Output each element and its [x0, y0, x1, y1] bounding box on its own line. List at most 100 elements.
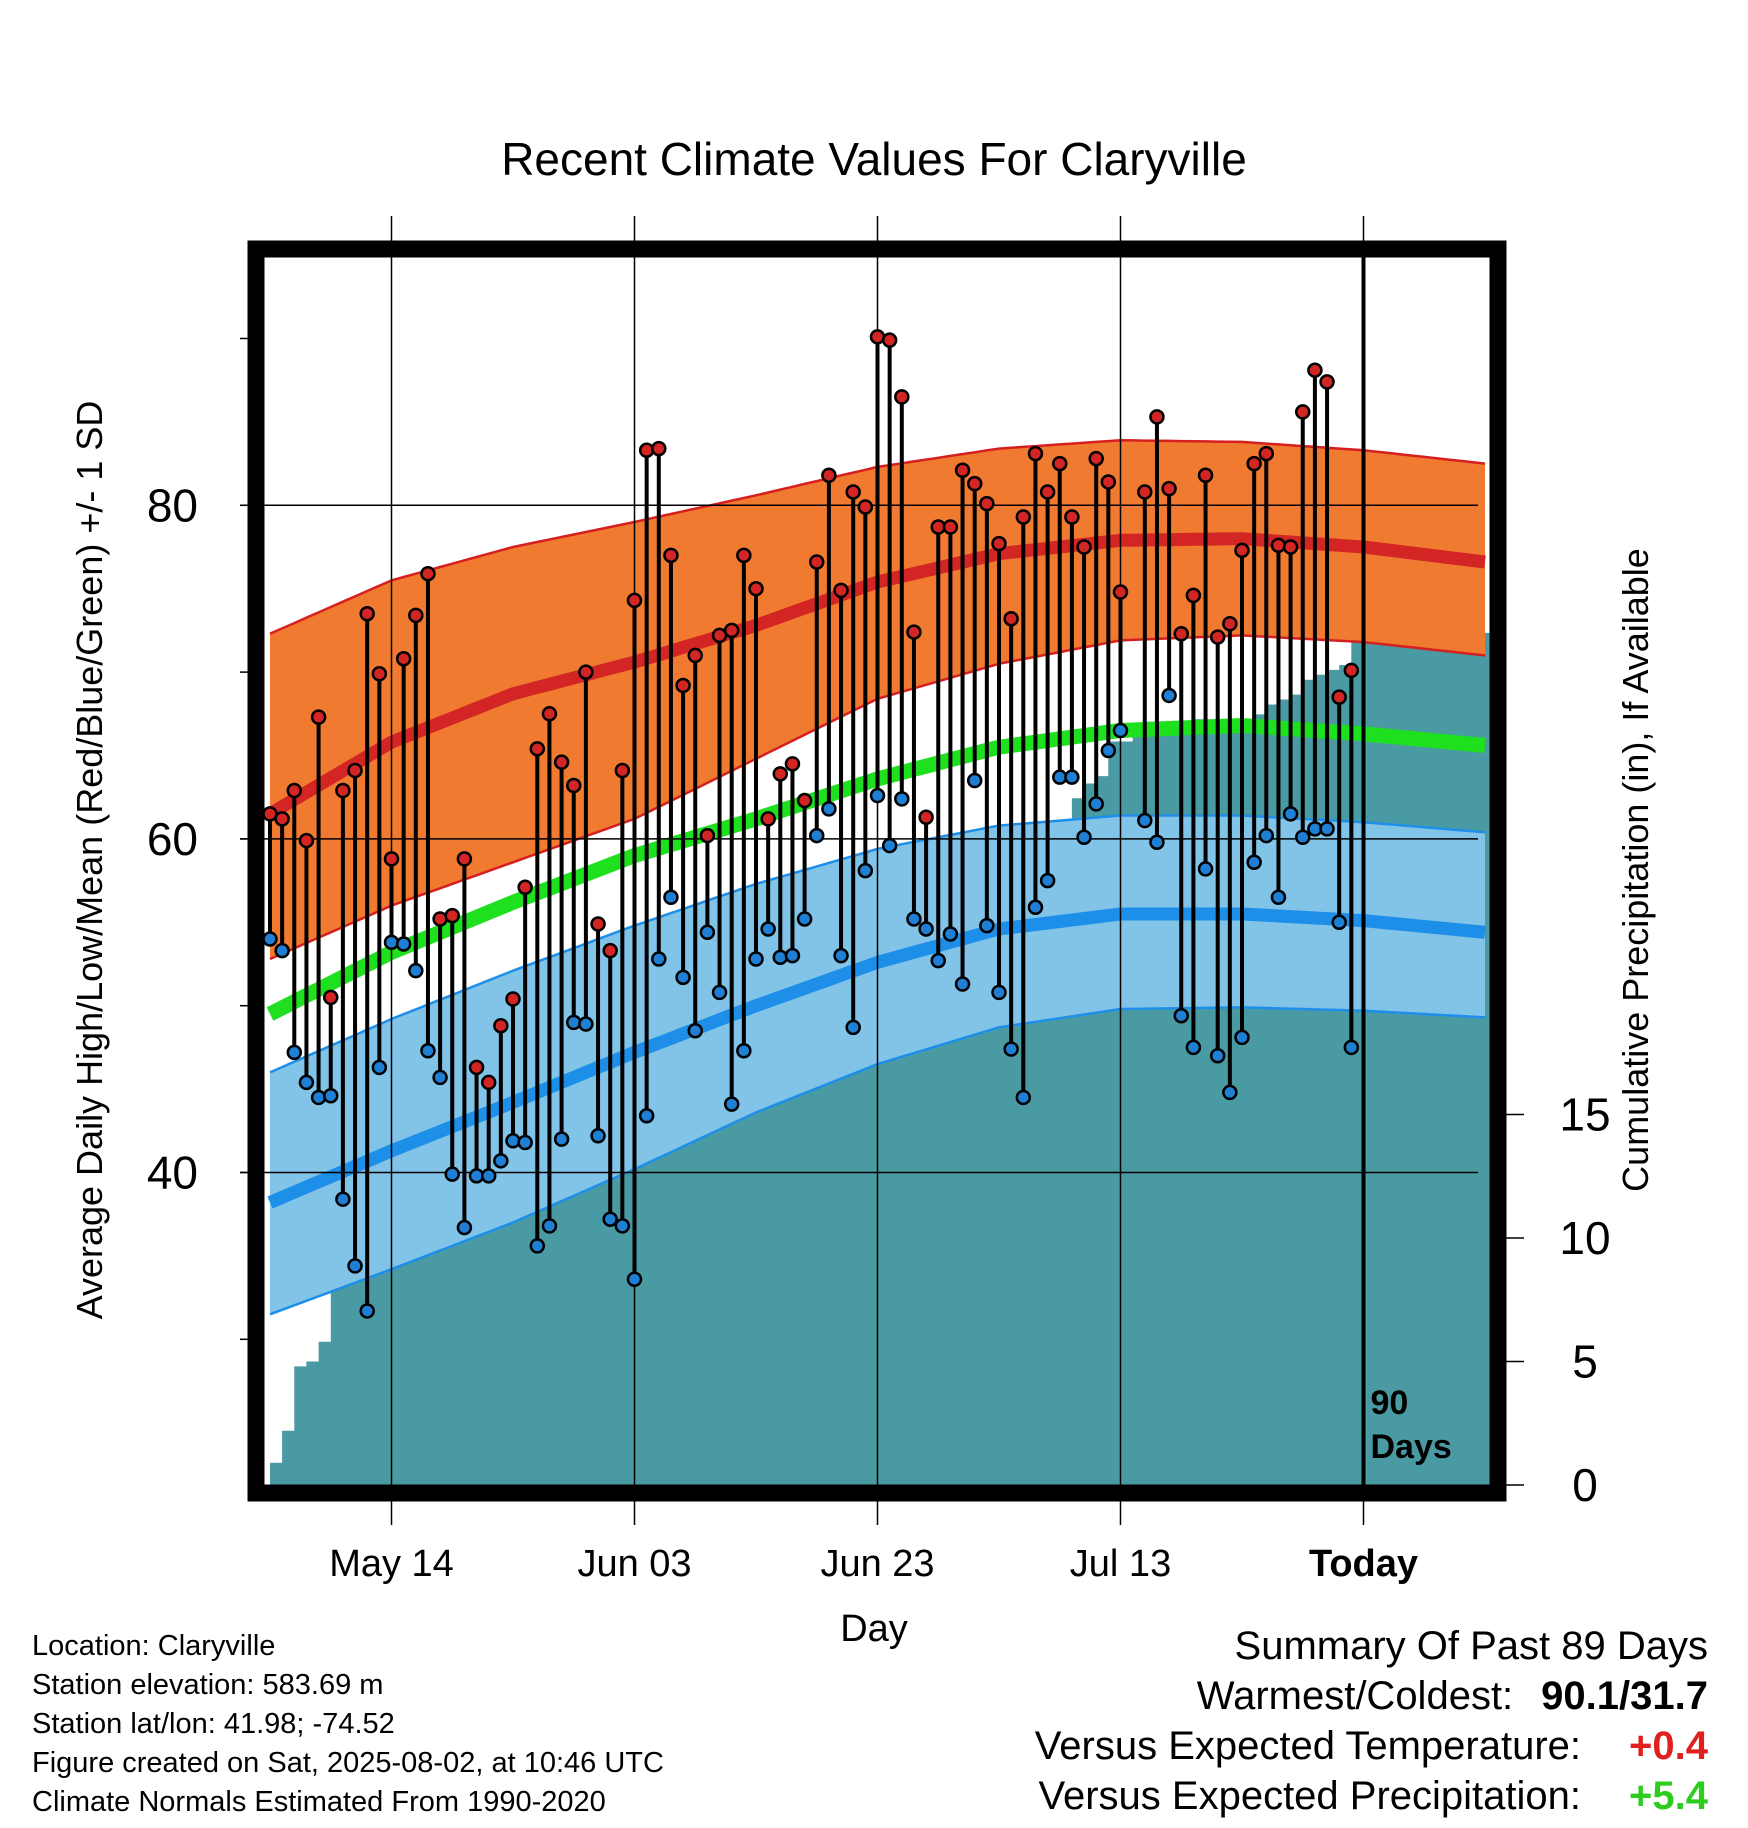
daily-high-point: [1100, 474, 1117, 490]
daily-low-point: [383, 934, 400, 951]
daily-low-point: [371, 1059, 388, 1076]
daily-high-point: [675, 677, 691, 694]
summary-warmest-row: Warmest/Coldest: 90.1/31.7: [1197, 1674, 1708, 1719]
daily-high-point: [663, 547, 679, 564]
info-latlon: Station lat/lon: 41.98; -74.52: [32, 1708, 395, 1740]
y-tick-label: 40: [147, 1147, 198, 1199]
daily-low-point: [262, 931, 278, 947]
y-tick-label: 60: [147, 813, 198, 865]
daily-high-point: [1331, 689, 1347, 705]
daily-low-point: [1270, 889, 1287, 906]
x-tick-label: Today: [1309, 1543, 1418, 1585]
end-label-count: 90: [1371, 1384, 1409, 1422]
daily-high-point: [517, 879, 533, 896]
summary-precip-label: Versus Expected Precipitation:: [1038, 1774, 1582, 1818]
daily-high-point: [796, 792, 813, 809]
end-label-days: Days: [1371, 1428, 1452, 1466]
daily-high-point: [335, 782, 351, 799]
daily-high-point: [954, 462, 971, 479]
daily-high-point: [748, 580, 764, 597]
daily-low-point: [651, 951, 667, 967]
daily-low-point: [833, 947, 849, 964]
summary-temp-label: Versus Expected Temperature:: [1034, 1724, 1582, 1768]
daily-low-point: [1039, 872, 1056, 889]
daily-high-point: [906, 624, 922, 640]
daily-low-point: [1197, 861, 1214, 877]
daily-low-point: [1064, 769, 1080, 785]
daily-low-point: [942, 926, 959, 942]
daily-high-point: [760, 811, 776, 827]
daily-low-point: [772, 949, 789, 966]
daily-high-point: [857, 499, 874, 515]
info-location: Location: Claryville: [32, 1630, 276, 1662]
daily-high-point: [687, 647, 703, 664]
daily-low-point: [1209, 1047, 1226, 1064]
daily-low-point: [736, 1042, 752, 1059]
y-axis-label: Average Daily High/Low/Mean (Red/Blue/Gr…: [69, 400, 110, 1320]
daily-high-point: [1343, 662, 1360, 679]
daily-high-point: [894, 389, 910, 405]
daily-high-point: [1161, 480, 1177, 497]
daily-high-point: [614, 762, 631, 779]
daily-low-point: [821, 801, 837, 817]
daily-high-point: [651, 440, 667, 457]
daily-high-point: [590, 916, 606, 932]
x-tick-label: Jun 03: [577, 1543, 691, 1585]
y2-tick-label: 0: [1572, 1459, 1598, 1511]
daily-low-point: [638, 1108, 655, 1124]
daily-low-point: [541, 1218, 558, 1234]
daily-high-point: [1015, 509, 1032, 525]
daily-high-point: [566, 777, 582, 794]
daily-low-point: [408, 962, 424, 979]
daily-low-point: [359, 1303, 375, 1319]
daily-low-point: [699, 924, 716, 941]
daily-high-point: [1222, 615, 1238, 632]
daily-low-point: [1295, 829, 1311, 845]
daily-high-point: [699, 827, 716, 844]
summary-warm-label: Warmest/Coldest:: [1196, 1674, 1514, 1718]
x-axis-label: Day: [840, 1608, 908, 1650]
daily-high-point: [359, 605, 375, 622]
daily-low-point: [845, 1019, 861, 1036]
daily-low-point: [395, 936, 412, 952]
daily-high-point: [480, 1074, 497, 1091]
daily-high-point: [493, 1017, 509, 1034]
daily-high-point: [1027, 445, 1044, 462]
daily-high-point: [991, 535, 1007, 552]
daily-low-point: [906, 911, 922, 927]
daily-high-point: [529, 741, 546, 757]
daily-high-point: [1052, 455, 1068, 472]
y2-axis-label: Cumulative Precipitation (in), If Availa…: [1615, 548, 1656, 1192]
daily-high-point: [1185, 587, 1202, 604]
daily-low-point: [1246, 854, 1262, 871]
daily-high-point: [505, 991, 521, 1007]
daily-low-point: [954, 976, 971, 992]
daily-high-point: [942, 519, 959, 535]
daily-low-point: [1282, 806, 1299, 822]
summary-temp-row: Versus Expected Temperature: +0.4: [1035, 1724, 1708, 1769]
daily-low-point: [480, 1168, 497, 1184]
y2-tick-label: 15: [1559, 1089, 1610, 1141]
daily-low-point: [420, 1042, 436, 1059]
summary-precip-row: Versus Expected Precipitation: +5.4: [1039, 1774, 1709, 1819]
daily-low-point: [553, 1131, 570, 1147]
chart-title: Recent Climate Values For Claryville: [501, 133, 1247, 185]
chart-axes-layer: 40 60 80 0 5 10 15 May 14 Jun 03 Jun 23 Jul 13 Toda…: [147, 337, 1611, 1585]
daily-low-point: [663, 889, 679, 906]
plot-frame: [247, 240, 1507, 1502]
daily-high-point: [736, 547, 752, 564]
daily-high-point: [1246, 455, 1262, 472]
daily-low-point: [274, 942, 290, 959]
daily-low-point: [881, 837, 898, 854]
daily-low-point: [991, 984, 1007, 1001]
summary-heading: Summary Of Past 89 Days: [1234, 1624, 1708, 1668]
daily-low-point: [529, 1238, 546, 1254]
daily-low-point: [1319, 821, 1335, 837]
daily-low-point: [444, 1166, 460, 1182]
y2-tick-label: 5: [1572, 1336, 1598, 1388]
summary-precip-value: +5.4: [1629, 1774, 1708, 1818]
daily-low-point: [1161, 687, 1177, 704]
daily-low-point: [723, 1096, 740, 1112]
daily-low-point: [1088, 796, 1104, 812]
daily-high-point: [1064, 509, 1080, 525]
